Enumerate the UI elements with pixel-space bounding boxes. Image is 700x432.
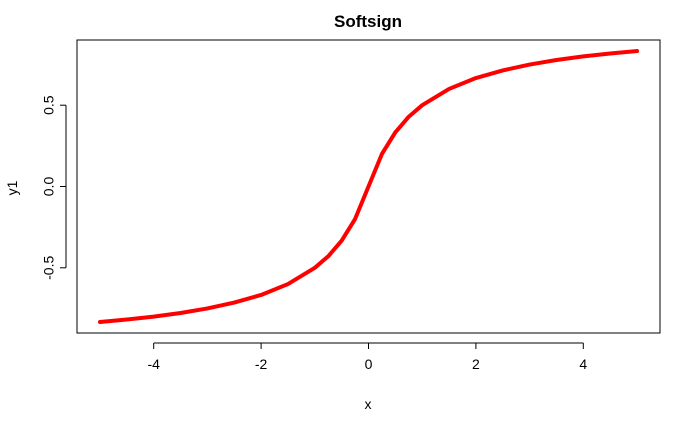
x-tick-label: 4: [579, 356, 587, 372]
y-axis: -0.5 0.0 0.5: [41, 95, 67, 280]
softsign-series-line: [98, 49, 639, 324]
x-tick-label: -4: [147, 356, 160, 372]
y-axis-label: y1: [4, 180, 20, 195]
series-group: [98, 49, 639, 324]
y-tick-label: 0.0: [41, 177, 57, 197]
x-axis: -4 -2 0 2 4: [147, 342, 587, 372]
x-tick-label: -2: [255, 356, 268, 372]
y-tick-label: -0.5: [41, 256, 57, 280]
plot-area-box: [76, 39, 661, 334]
x-tick-label: 2: [472, 356, 480, 372]
x-tick-label: 0: [365, 356, 373, 372]
y-tick-label: 0.5: [41, 95, 57, 115]
chart-title: Softsign: [334, 12, 402, 31]
x-axis-label: x: [365, 396, 372, 412]
